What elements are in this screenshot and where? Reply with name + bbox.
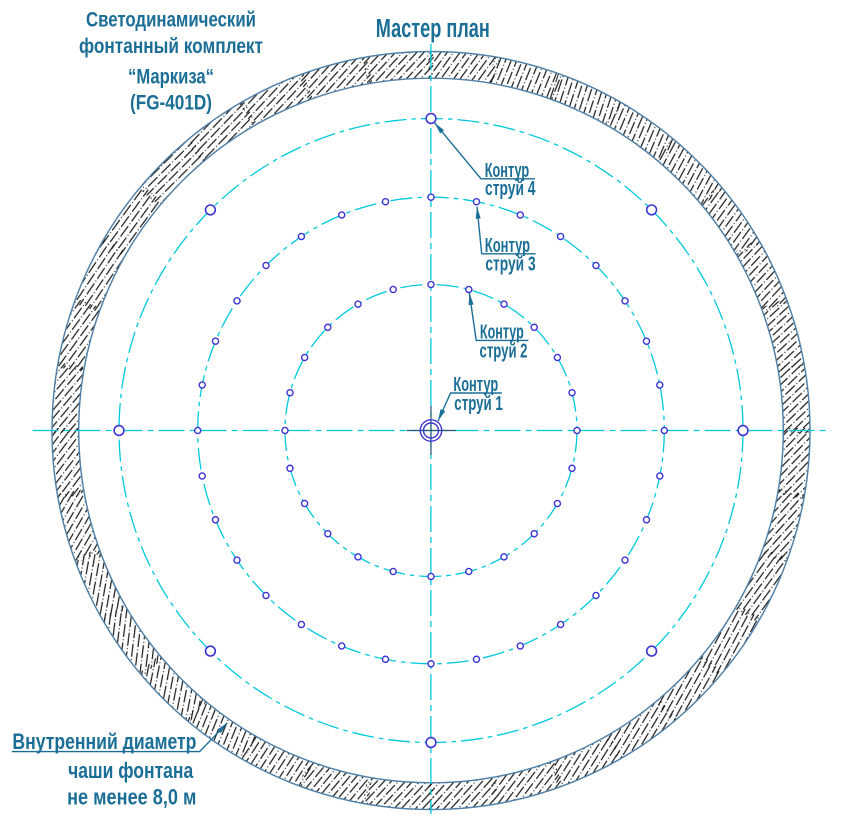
svg-text:струй 2: струй 2 bbox=[480, 340, 528, 363]
svg-text:струй 4: струй 4 bbox=[485, 177, 536, 200]
svg-text:Мастер план: Мастер план bbox=[376, 15, 490, 43]
svg-text:Контур: Контур bbox=[485, 159, 530, 182]
svg-text:Контур: Контур bbox=[485, 234, 530, 257]
svg-text:струй 3: струй 3 bbox=[485, 253, 535, 276]
svg-text:чаши фонтана: чаши фонтана bbox=[68, 758, 193, 783]
svg-text:фонтанный комплект: фонтанный комплект bbox=[79, 35, 263, 58]
svg-text:Внутренний диаметр: Внутренний диаметр bbox=[12, 729, 196, 754]
svg-text:Контур: Контур bbox=[453, 373, 498, 396]
svg-text:Светодинамический: Светодинамический bbox=[86, 9, 256, 32]
svg-text:не менее 8,0 м: не менее 8,0 м bbox=[67, 785, 196, 810]
svg-text:“Маркиза“: “Маркиза“ bbox=[128, 66, 214, 89]
svg-text:струй 1: струй 1 bbox=[454, 392, 503, 415]
svg-text:(FG-401D): (FG-401D) bbox=[130, 92, 212, 115]
svg-text:Контур: Контур bbox=[480, 321, 524, 344]
